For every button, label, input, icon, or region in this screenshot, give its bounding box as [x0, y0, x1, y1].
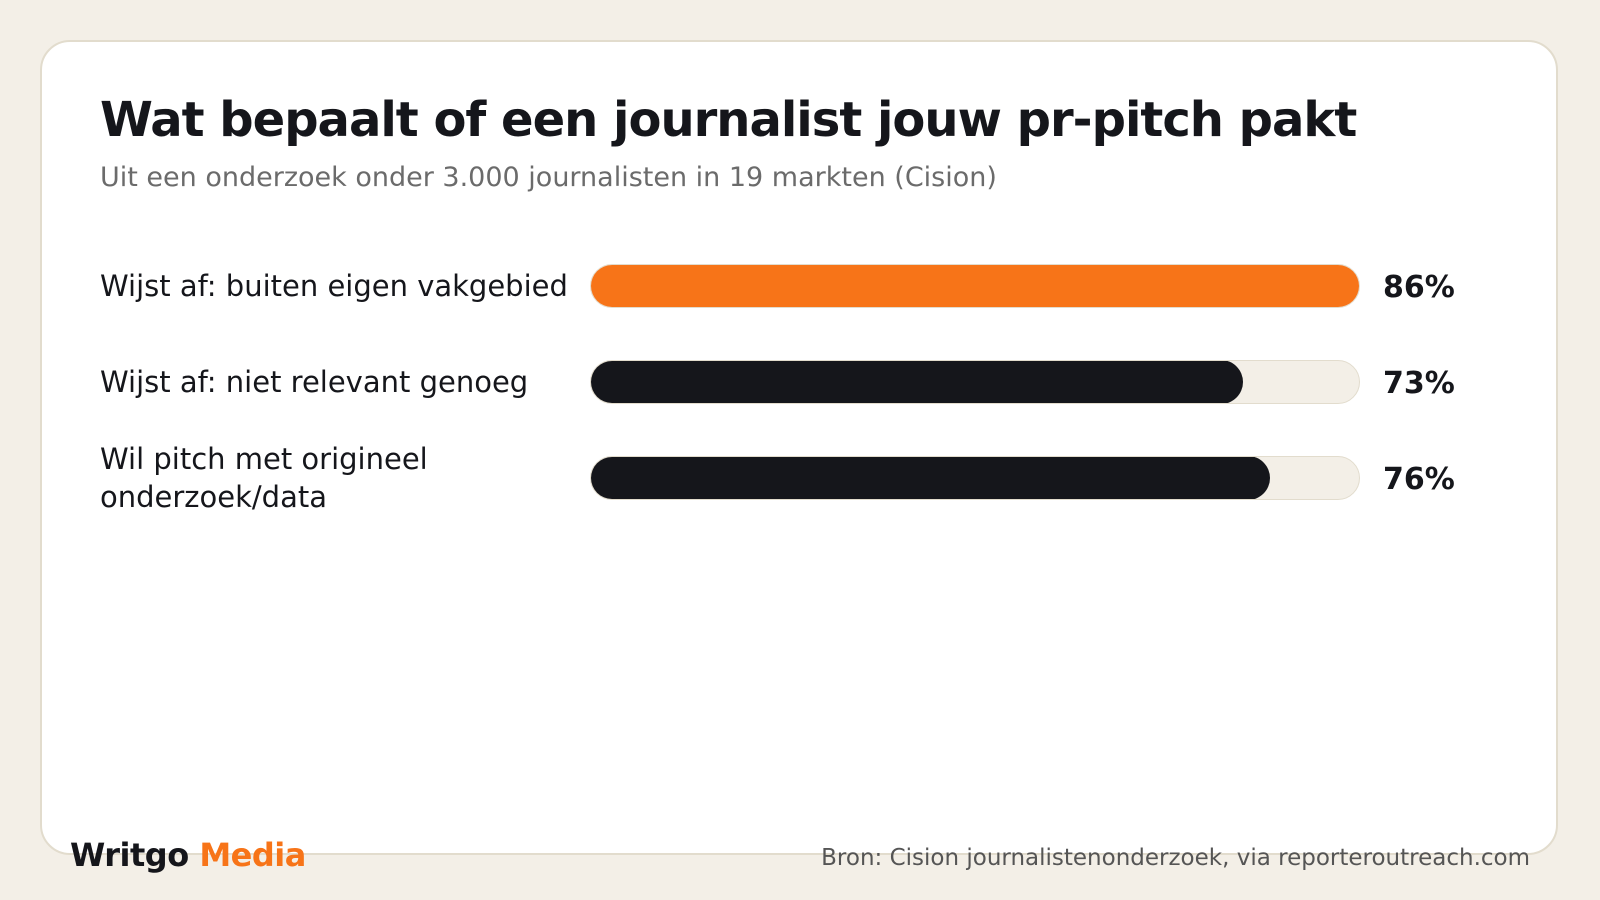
- bar-track: [590, 360, 1360, 404]
- chart-card: [40, 40, 1558, 855]
- source-note: Bron: Cision journalistenonderzoek, via …: [821, 845, 1530, 871]
- bar: [591, 265, 1359, 307]
- bar-track: [590, 456, 1360, 500]
- bar-track: [590, 264, 1360, 308]
- chart-subtitle: Uit een onderzoek onder 3.000 journalist…: [100, 162, 997, 193]
- chart-title: Wat bepaalt of een journalist jouw pr-pi…: [100, 92, 1357, 148]
- bar-label: Wijst af: niet relevant genoeg: [100, 365, 529, 399]
- bar-label: Wil pitch met origineel onderzoek/data: [100, 442, 428, 514]
- bar-label: Wijst af: buiten eigen vakgebied: [100, 269, 568, 303]
- bar-value-label: 76%: [1383, 462, 1455, 497]
- brand-logo: Writgo Media: [70, 836, 306, 874]
- bar-value-label: 86%: [1383, 270, 1455, 305]
- bar-value-label: 73%: [1383, 366, 1455, 401]
- brand-name-primary: Writgo: [70, 836, 189, 874]
- bar: [591, 457, 1270, 499]
- brand-name-accent: Media: [199, 836, 306, 874]
- bar: [591, 361, 1244, 403]
